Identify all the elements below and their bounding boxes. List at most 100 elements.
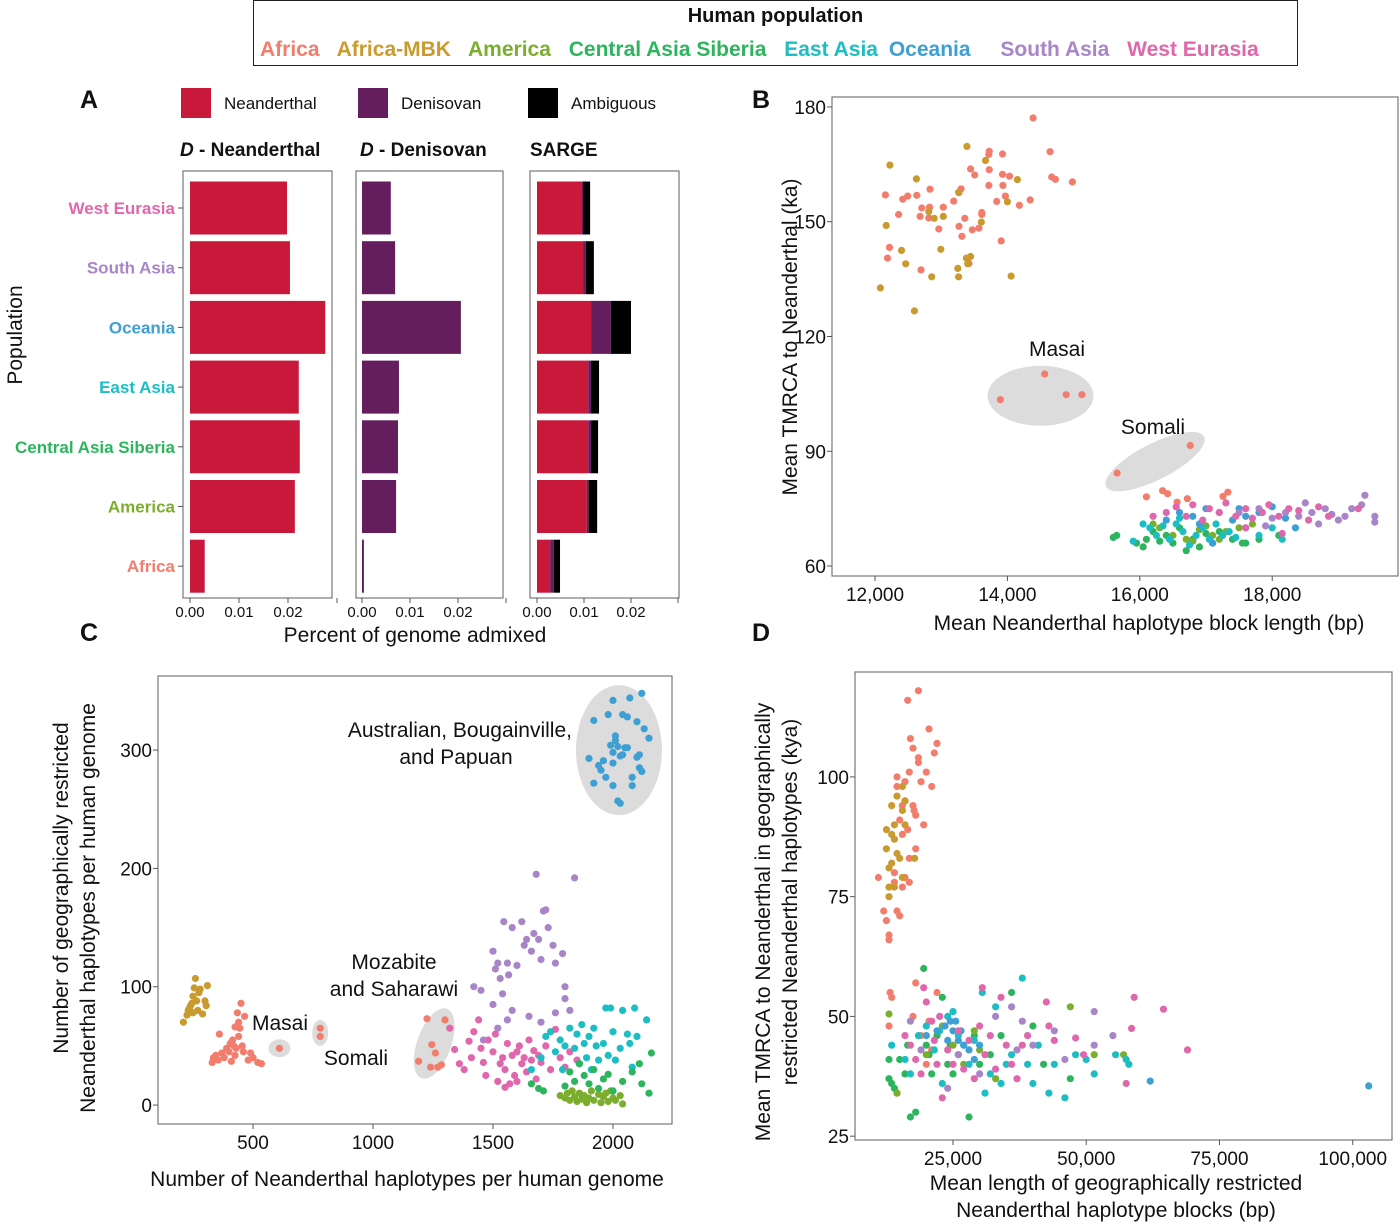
point-oceania: [1281, 514, 1290, 522]
point-africa-mbk: [882, 845, 891, 853]
annotation-somali: Somali: [324, 1047, 388, 1070]
point-central-asia-siberia: [1008, 988, 1016, 997]
point-africa: [905, 854, 913, 862]
point-south-asia: [1361, 491, 1369, 499]
point-west-eurasia: [922, 998, 930, 1006]
point-oceania: [614, 742, 622, 751]
point-africa: [1051, 175, 1059, 183]
point-south-asia: [544, 924, 552, 932]
point-east-asia: [527, 1066, 536, 1074]
point-south-asia: [470, 983, 478, 991]
point-africa: [985, 166, 993, 174]
x-tick-label: 1000: [352, 1133, 394, 1154]
point-africa: [1001, 192, 1010, 200]
x-tick-label: 500: [237, 1133, 269, 1154]
point-africa: [1078, 391, 1086, 399]
point-africa: [241, 1012, 249, 1020]
point-africa: [930, 749, 938, 757]
x-axis-title-2: Neanderthal haplotype blocks (bp): [956, 1199, 1276, 1222]
point-africa-mbk: [930, 214, 938, 222]
point-africa: [237, 999, 245, 1007]
point-africa-mbk: [896, 854, 904, 862]
point-west-eurasia: [1013, 1075, 1021, 1083]
point-africa: [914, 687, 923, 695]
point-central-asia-siberia: [922, 1041, 930, 1049]
point-south-asia: [503, 959, 511, 967]
point-africa: [985, 181, 993, 189]
point-south-asia: [906, 1017, 915, 1025]
point-east-asia: [580, 1039, 588, 1048]
point-africa-mbk: [876, 284, 885, 292]
point-central-asia-siberia: [561, 1082, 569, 1090]
point-west-eurasia: [556, 1054, 564, 1062]
point-africa: [227, 1057, 235, 1065]
point-africa-mbk: [955, 273, 963, 281]
legend-entry-africa: Africa: [260, 38, 320, 61]
annotation-mozabite: Mozabite: [351, 951, 436, 974]
point-africa: [916, 212, 924, 220]
y-tick-label: 300: [120, 741, 152, 762]
plot-frame: [854, 671, 1393, 1141]
point-africa: [978, 210, 986, 219]
x-tick-label: 0.02: [273, 604, 302, 621]
x-tick-label: 0.00: [175, 604, 204, 621]
point-africa: [881, 191, 890, 199]
point-central-asia-siberia: [599, 1075, 608, 1083]
point-west-eurasia: [484, 1036, 492, 1044]
point-south-asia: [513, 961, 521, 970]
panel-a-bar-chart: D - Neanderthal D - Denisovan SARGE: [178, 88, 680, 603]
bar-neanderthal: [190, 539, 205, 593]
point-east-asia: [559, 1066, 567, 1074]
point-south-asia: [1308, 508, 1316, 517]
subplot-title: D - Neanderthal: [180, 140, 320, 161]
bar-ambiguous: [591, 360, 600, 414]
point-africa: [917, 266, 925, 274]
point-west-eurasia: [470, 1028, 478, 1036]
point-south-asia: [499, 990, 507, 998]
point-east-asia: [566, 1024, 574, 1032]
point-oceania: [922, 1032, 930, 1040]
point-africa-mbk: [898, 806, 907, 815]
point-africa-mbk: [193, 997, 201, 1005]
point-central-asia-siberia: [986, 1051, 994, 1059]
point-south-asia: [1013, 1046, 1021, 1054]
x-tick-label: 0.00: [347, 604, 376, 621]
point-west-eurasia: [1042, 998, 1050, 1006]
point-west-eurasia: [496, 1060, 504, 1068]
point-west-eurasia: [547, 1066, 555, 1074]
point-oceania: [1189, 512, 1197, 520]
point-africa: [896, 912, 904, 920]
point-central-asia-siberia: [885, 1055, 893, 1064]
point-west-eurasia: [1024, 1032, 1032, 1040]
cluster-highlight-ellipse: [1105, 431, 1205, 492]
population-legend: Human population Africa Africa-MBK Ameri…: [253, 0, 1298, 66]
population-label: America: [108, 498, 176, 517]
point-africa: [231, 1051, 239, 1059]
point-africa: [257, 1060, 265, 1068]
point-west-eurasia: [933, 1060, 941, 1068]
point-africa: [428, 1041, 436, 1049]
point-east-asia: [1225, 528, 1233, 536]
title-italic: D: [360, 140, 374, 161]
point-america: [1090, 1051, 1098, 1059]
point-south-asia: [1090, 1041, 1098, 1049]
point-south-asia: [551, 959, 560, 967]
point-central-asia-siberia: [1202, 529, 1210, 538]
point-west-eurasia: [503, 1039, 511, 1048]
point-central-asia-siberia: [912, 1108, 920, 1116]
point-west-eurasia: [479, 1058, 487, 1067]
point-africa: [1224, 488, 1232, 496]
point-south-asia: [954, 1051, 962, 1059]
annotation-masai: Masai: [1029, 338, 1085, 361]
point-africa: [899, 195, 907, 203]
point-west-eurasia: [1183, 1046, 1192, 1054]
legend-entry-west-eurasia: West Eurasia: [1127, 38, 1259, 61]
point-america: [970, 1027, 978, 1035]
point-africa: [925, 725, 933, 733]
point-oceania: [626, 694, 634, 702]
point-east-asia: [599, 1039, 608, 1048]
point-west-eurasia: [446, 1024, 454, 1032]
point-africa: [905, 768, 913, 776]
point-east-asia: [1179, 528, 1187, 536]
bar-ambiguous: [553, 539, 561, 593]
